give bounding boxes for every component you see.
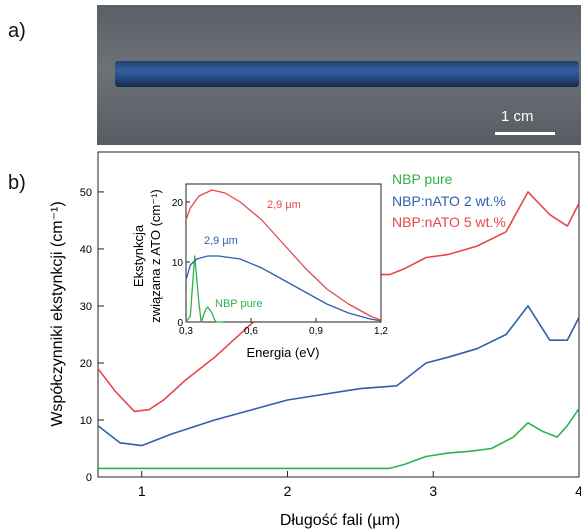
inset-series-group — [185, 189, 382, 323]
inset-x-tick-label: 0,9 — [309, 326, 323, 337]
main-y-tick-label: 20 — [80, 358, 92, 370]
scale-bar — [495, 132, 555, 135]
main-x-tick-label: 4 — [575, 483, 581, 499]
main-y-tick-label: 40 — [80, 244, 92, 256]
inset-annotation-green: NBP pure — [215, 298, 263, 310]
inset-y-tick-label: 20 — [172, 198, 184, 209]
main-x-tick-label: 1 — [138, 483, 146, 499]
inset-axis-ticks: 0,3 0,6 0,9 1,2 0 10 20 — [172, 198, 389, 337]
inset-y-axis-label-line1: Ekstynkcja — [131, 224, 146, 287]
panel-a-label: a) — [8, 20, 26, 42]
main-y-tick-label: 10 — [80, 415, 92, 427]
inset-y-axis-label-line2: związana z ATO (cm⁻¹) — [148, 189, 163, 323]
inset-series-line-blue — [185, 255, 382, 322]
scale-bar-label: 1 cm — [501, 108, 534, 125]
main-y-tick-label: 30 — [80, 301, 92, 313]
inset-x-tick-label: 1,2 — [374, 326, 388, 337]
inset-x-axis-label: Energia (eV) — [247, 345, 320, 360]
inset-y-tick-label: 0 — [177, 318, 183, 329]
panel-b-label: b) — [8, 172, 26, 194]
sample-rod — [115, 61, 579, 87]
main-x-axis-label: Długość fali (µm) — [280, 512, 400, 529]
inset-annotation-red: 2,9 µm — [267, 199, 301, 211]
inset-x-tick-label: 0,6 — [244, 326, 258, 337]
legend-nato-2: NBP:nATO 2 wt.% — [392, 193, 506, 209]
inset-annotation-blue: 2,9 µm — [204, 235, 238, 247]
main-series-line-nbp-pure — [98, 408, 580, 470]
inset-series-line-nbp-pure — [185, 255, 223, 323]
legend-nato-5: NBP:nATO 5 wt.% — [392, 214, 506, 230]
inset-series-line-red — [185, 189, 382, 321]
main-y-axis-label: Współczynniki ekstynkcji (cm⁻¹) — [49, 201, 66, 426]
main-x-tick-label: 2 — [284, 483, 292, 499]
main-y-tick-label: 50 — [80, 187, 92, 199]
main-y-tick-label: 0 — [86, 472, 92, 484]
inset-y-tick-label: 10 — [172, 258, 184, 269]
main-plot-frame — [97, 151, 580, 478]
main-x-tick-label: 3 — [429, 483, 437, 499]
sample-photo: 1 cm — [97, 5, 581, 145]
legend-nbp-pure: NBP pure — [392, 171, 453, 187]
inset-plot-frame — [185, 183, 382, 323]
main-series-line-nato-2 — [97, 305, 580, 447]
inset-x-tick-label: 0,3 — [179, 326, 193, 337]
